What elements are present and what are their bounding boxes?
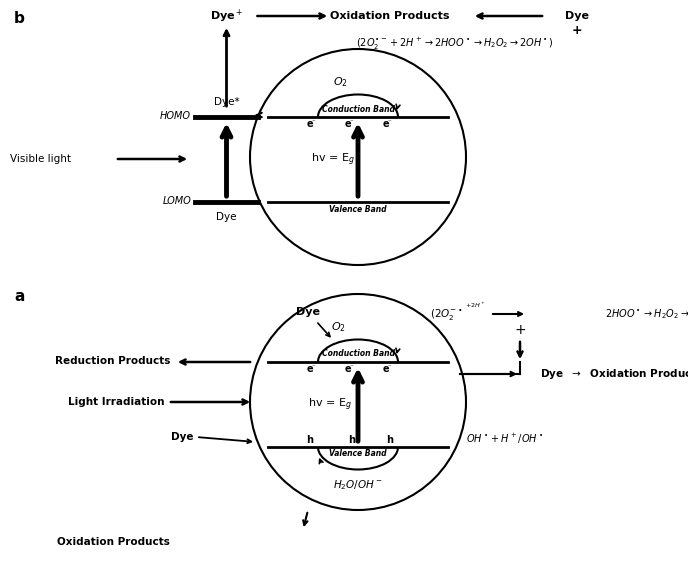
Text: b: b <box>14 11 25 26</box>
Text: hv = E$_g$: hv = E$_g$ <box>311 152 355 168</box>
Text: $^{+2H^+}$: $^{+2H^+}$ <box>465 303 486 312</box>
Text: e: e <box>383 364 389 374</box>
Text: Dye*: Dye* <box>214 97 239 107</box>
Text: LOMO: LOMO <box>162 196 191 206</box>
Text: e: e <box>307 364 313 374</box>
Text: hv = E$_g$: hv = E$_g$ <box>308 397 352 413</box>
Text: $H_2O/OH^-$: $H_2O/OH^-$ <box>333 478 383 492</box>
Text: Dye$^+$: Dye$^+$ <box>210 7 243 25</box>
Text: $O_2$: $O_2$ <box>332 75 347 89</box>
Text: Conduction Band: Conduction Band <box>321 105 394 113</box>
Text: Dye: Dye <box>565 11 589 21</box>
Text: Reduction Products: Reduction Products <box>54 356 170 366</box>
Text: ⁻: ⁻ <box>387 119 391 125</box>
Text: Dye: Dye <box>216 212 237 222</box>
Text: Dye: Dye <box>171 432 193 442</box>
Text: Dye: Dye <box>296 307 320 317</box>
Text: h: h <box>306 435 314 445</box>
Text: ⁻: ⁻ <box>349 364 353 370</box>
Text: $2HOO^\bullet\rightarrow H_2O_2\rightarrow 2OH^\bullet)$: $2HOO^\bullet\rightarrow H_2O_2\rightarr… <box>605 307 688 321</box>
Text: $OH^\bullet+H^+/OH^\bullet$: $OH^\bullet+H^+/OH^\bullet$ <box>466 432 544 446</box>
Text: e: e <box>345 119 352 129</box>
Text: Valence Band: Valence Band <box>329 450 387 459</box>
Text: Oxidation Products: Oxidation Products <box>330 11 450 21</box>
Text: Valence Band: Valence Band <box>329 205 387 213</box>
Text: ⁻: ⁻ <box>311 364 315 370</box>
Text: +: + <box>572 25 582 38</box>
Text: a: a <box>14 289 24 304</box>
Text: +: + <box>514 323 526 337</box>
Text: $O_2$: $O_2$ <box>330 320 345 334</box>
Text: e: e <box>345 364 352 374</box>
Text: Oxidation Products: Oxidation Products <box>57 537 170 547</box>
Text: h: h <box>349 435 356 445</box>
Text: ⁻: ⁻ <box>387 364 391 370</box>
Text: Visible light: Visible light <box>10 154 71 164</box>
Text: $(2O_2^{\bullet-}+2H^+\rightarrow 2HOO^\bullet\rightarrow H_2O_2\rightarrow 2OH^: $(2O_2^{\bullet-}+2H^+\rightarrow 2HOO^\… <box>356 36 554 52</box>
Text: ⁻: ⁻ <box>311 119 315 125</box>
Text: e: e <box>383 119 389 129</box>
Text: Dye  $\rightarrow$  Oxidation Products: Dye $\rightarrow$ Oxidation Products <box>540 367 688 381</box>
Text: e: e <box>307 119 313 129</box>
Text: $(2O_2^{-\bullet}$: $(2O_2^{-\bullet}$ <box>430 307 462 321</box>
Text: ⁻: ⁻ <box>349 119 353 125</box>
Text: Conduction Band: Conduction Band <box>321 349 394 359</box>
Text: Light Irradiation: Light Irradiation <box>69 397 165 407</box>
Text: h: h <box>387 435 394 445</box>
Text: HOMO: HOMO <box>160 111 191 121</box>
